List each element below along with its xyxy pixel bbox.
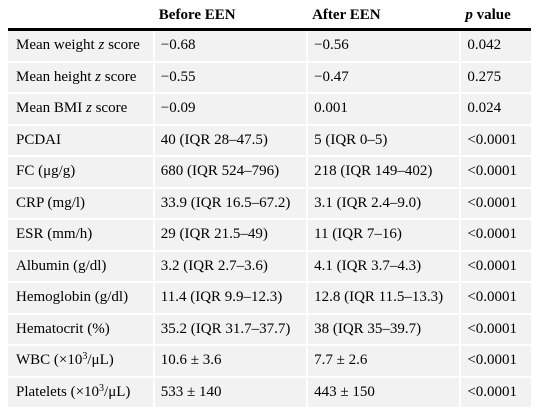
header-after-een: After EEN	[308, 3, 461, 31]
row-label: CRP (mg/l)	[8, 189, 155, 221]
row-label: PCDAI	[8, 126, 155, 158]
row-label: FC (μg/g)	[8, 157, 155, 189]
header-p-variable: p	[465, 7, 473, 23]
cell-before: 35.2 (IQR 31.7–37.7)	[155, 315, 308, 347]
row-label-suffix: /μL)	[104, 384, 130, 400]
table-row: Hematocrit (%) 35.2 (IQR 31.7–37.7) 38 (…	[8, 315, 531, 347]
header-p-value: p value	[461, 3, 531, 31]
row-label-text: WBC (×10	[16, 352, 82, 368]
cell-p-value: <0.0001	[461, 346, 531, 378]
row-label: Albumin (g/dl)	[8, 252, 155, 284]
row-label-text: Mean height	[16, 69, 95, 85]
cell-after: 4.1 (IQR 3.7–4.3)	[308, 252, 461, 284]
row-label: Hematocrit (%)	[8, 315, 155, 347]
cell-after: 11 (IQR 7–16)	[308, 220, 461, 252]
table-row: ESR (mm/h) 29 (IQR 21.5–49) 11 (IQR 7–16…	[8, 220, 531, 252]
row-label: Platelets (×103/μL)	[8, 378, 155, 409]
table-row: Hemoglobin (g/dl) 11.4 (IQR 9.9–12.3) 12…	[8, 283, 531, 315]
cell-after: −0.56	[308, 31, 461, 63]
cell-p-value: <0.0001	[461, 378, 531, 409]
row-label: WBC (×103/μL)	[8, 346, 155, 378]
cell-before: 10.6 ± 3.6	[155, 346, 308, 378]
row-label-suffix: score	[101, 69, 136, 85]
cell-after: 443 ± 150	[308, 378, 461, 409]
cell-p-value: 0.024	[461, 94, 531, 126]
cell-before: 33.9 (IQR 16.5–67.2)	[155, 189, 308, 221]
cell-before: 29 (IQR 21.5–49)	[155, 220, 308, 252]
row-label: Mean weight z score	[8, 31, 155, 63]
row-label-suffix: score	[104, 37, 139, 53]
header-before-een: Before EEN	[155, 3, 308, 31]
table-row: FC (μg/g) 680 (IQR 524–796) 218 (IQR 149…	[8, 157, 531, 189]
cell-after: 3.1 (IQR 2.4–9.0)	[308, 189, 461, 221]
row-label-text: Platelets (×10	[16, 384, 99, 400]
row-label-suffix: /μL)	[87, 352, 113, 368]
cell-before: −0.09	[155, 94, 308, 126]
row-label-text: Mean weight	[16, 37, 98, 53]
cell-p-value: 0.275	[461, 63, 531, 95]
cell-before: 3.2 (IQR 2.7–3.6)	[155, 252, 308, 284]
table-row: Mean weight z score −0.68 −0.56 0.042	[8, 31, 531, 63]
row-label: Mean height z score	[8, 63, 155, 95]
cell-after: 7.7 ± 2.6	[308, 346, 461, 378]
cell-before: 40 (IQR 28–47.5)	[155, 126, 308, 158]
table-row: WBC (×103/μL) 10.6 ± 3.6 7.7 ± 2.6 <0.00…	[8, 346, 531, 378]
cell-before: −0.68	[155, 31, 308, 63]
table-row: Mean height z score −0.55 −0.47 0.275	[8, 63, 531, 95]
cell-after: 218 (IQR 149–402)	[308, 157, 461, 189]
cell-after: 38 (IQR 35–39.7)	[308, 315, 461, 347]
row-label: Mean BMI z score	[8, 94, 155, 126]
table-body: Mean weight z score −0.68 −0.56 0.042 Me…	[8, 31, 531, 409]
row-label: ESR (mm/h)	[8, 220, 155, 252]
table-row: Albumin (g/dl) 3.2 (IQR 2.7–3.6) 4.1 (IQ…	[8, 252, 531, 284]
table-row: CRP (mg/l) 33.9 (IQR 16.5–67.2) 3.1 (IQR…	[8, 189, 531, 221]
header-p-rest: value	[473, 7, 511, 23]
cell-p-value: <0.0001	[461, 157, 531, 189]
cell-p-value: <0.0001	[461, 126, 531, 158]
table-row: PCDAI 40 (IQR 28–47.5) 5 (IQR 0–5) <0.00…	[8, 126, 531, 158]
cell-p-value: <0.0001	[461, 252, 531, 284]
header-row: Before EEN After EEN p value	[8, 3, 531, 31]
cell-p-value: 0.042	[461, 31, 531, 63]
cell-before: 11.4 (IQR 9.9–12.3)	[155, 283, 308, 315]
cell-after: −0.47	[308, 63, 461, 95]
row-label-suffix: score	[92, 100, 127, 116]
cell-p-value: <0.0001	[461, 315, 531, 347]
row-label-text: Mean BMI	[16, 100, 86, 116]
cell-before: −0.55	[155, 63, 308, 95]
cell-p-value: <0.0001	[461, 283, 531, 315]
row-label: Hemoglobin (g/dl)	[8, 283, 155, 315]
cell-after: 12.8 (IQR 11.5–13.3)	[308, 283, 461, 315]
cell-p-value: <0.0001	[461, 189, 531, 221]
cell-p-value: <0.0001	[461, 220, 531, 252]
table-header: Before EEN After EEN p value	[8, 3, 531, 31]
data-table: Before EEN After EEN p value Mean weight…	[8, 3, 531, 409]
cell-before: 533 ± 140	[155, 378, 308, 409]
table-row: Mean BMI z score −0.09 0.001 0.024	[8, 94, 531, 126]
cell-after: 0.001	[308, 94, 461, 126]
cell-after: 5 (IQR 0–5)	[308, 126, 461, 158]
cell-before: 680 (IQR 524–796)	[155, 157, 308, 189]
table-row: Platelets (×103/μL) 533 ± 140 443 ± 150 …	[8, 378, 531, 409]
header-label	[8, 3, 155, 31]
